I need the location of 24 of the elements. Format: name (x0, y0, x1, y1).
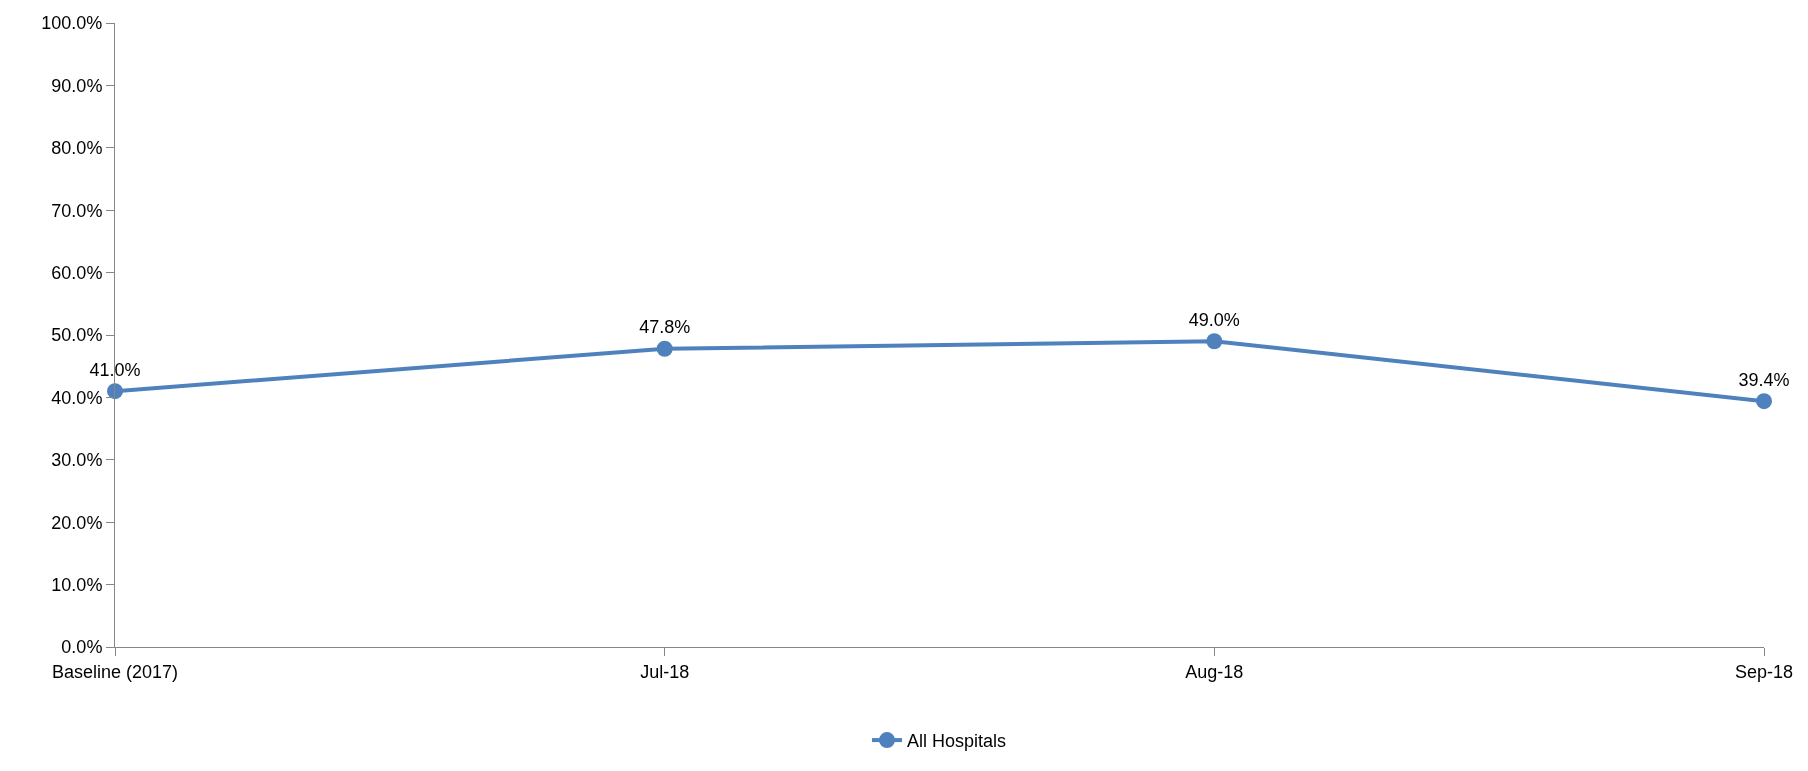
y-tick-label: 90.0% (51, 75, 103, 96)
data-label: 47.8% (639, 317, 691, 338)
data-label: 49.0% (1188, 309, 1240, 330)
y-tick-label: 40.0% (51, 387, 103, 408)
y-tick-label: 70.0% (51, 200, 103, 221)
point (1206, 333, 1223, 350)
x-tick-label: Jul-18 (640, 661, 690, 682)
x-tick-label: Sep-18 (1734, 661, 1794, 682)
y-tick-label: 10.0% (51, 574, 103, 595)
y-tick-label: 60.0% (51, 262, 103, 283)
point (656, 340, 673, 357)
point (107, 383, 123, 400)
y-tick-label: 20.0% (51, 512, 103, 533)
x-tick-label: Baseline (2017) (51, 661, 179, 682)
y-tick-label: 100.0% (41, 13, 103, 34)
legend-label: All Hospitals (907, 731, 1007, 752)
y-tick-label: 50.0% (51, 325, 103, 346)
data-label: 39.4% (1738, 369, 1790, 390)
point (1756, 393, 1772, 410)
y-tick-label: 30.0% (51, 450, 103, 471)
data-label: 41.0% (89, 359, 141, 380)
y-tick-label: 80.0% (51, 138, 103, 159)
y-tick-label: 0.0% (61, 637, 103, 658)
x-tick-label: Aug-18 (1185, 661, 1244, 682)
